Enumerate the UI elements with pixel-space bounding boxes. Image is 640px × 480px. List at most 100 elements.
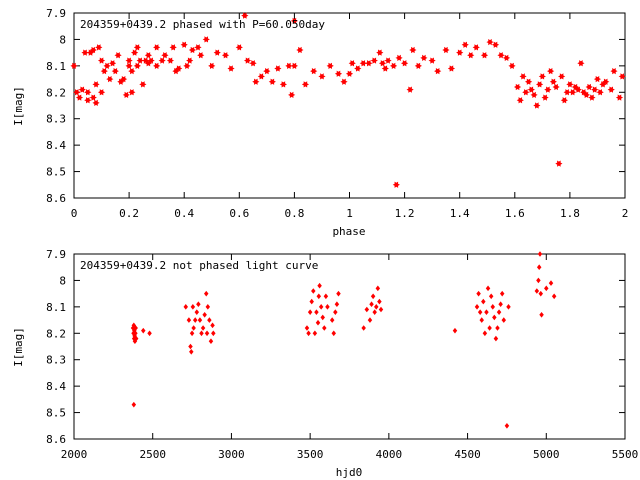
data-point	[132, 327, 137, 334]
data-point	[241, 12, 249, 19]
data-point	[133, 44, 141, 51]
data-point	[340, 78, 348, 85]
plot-frame-lightcurve	[73, 253, 626, 440]
data-point	[555, 160, 563, 167]
data-point	[172, 68, 180, 75]
data-point	[296, 46, 304, 54]
data-point	[142, 57, 150, 64]
data-point	[392, 181, 400, 188]
data-point	[190, 304, 196, 310]
plot-frame-phased	[73, 12, 626, 199]
data-point	[125, 62, 133, 69]
data-point	[114, 52, 122, 59]
y-tick-label: 7.9	[46, 248, 66, 261]
data-point	[89, 46, 97, 54]
data-point	[331, 330, 336, 337]
data-point	[131, 49, 139, 56]
data-point	[78, 86, 86, 93]
data-point	[117, 78, 125, 85]
x-tick-label: 0	[71, 207, 78, 220]
data-point	[428, 57, 436, 64]
data-point	[133, 62, 141, 69]
y-ticks-phased: 7.9 8 8.1 8.2 8.3 8.4 8.5 8.6	[46, 7, 625, 205]
data-point	[485, 285, 491, 292]
y-tick-label: 8	[59, 274, 66, 287]
data-point	[593, 75, 602, 83]
data-point	[560, 97, 568, 104]
data-point	[144, 52, 152, 59]
data-point	[301, 81, 310, 88]
data-point	[492, 314, 497, 321]
data-point	[490, 304, 495, 310]
data-point	[479, 317, 484, 323]
data-point	[580, 89, 588, 96]
data-point	[566, 81, 574, 88]
x-tick-label: 0.2	[119, 207, 139, 220]
data-point	[348, 60, 356, 67]
data-point	[452, 327, 458, 334]
y-tick-label: 8.6	[46, 192, 66, 205]
data-point	[81, 49, 89, 56]
data-point	[547, 68, 555, 75]
y-tick-label: 8.6	[46, 433, 66, 446]
data-point	[369, 301, 374, 308]
data-point	[499, 290, 505, 297]
x-tick-label: 4500	[454, 448, 481, 461]
data-point	[334, 301, 340, 308]
data-point	[274, 65, 282, 72]
data-point	[175, 65, 183, 72]
data-point	[602, 78, 610, 85]
data-point	[325, 304, 330, 310]
data-point	[84, 97, 92, 104]
data-point	[213, 49, 221, 56]
data-point	[227, 65, 235, 72]
data-point	[420, 54, 428, 62]
data-point	[210, 322, 215, 329]
data-point	[263, 68, 271, 75]
data-point	[389, 62, 398, 69]
x-tick-label: 0.6	[229, 207, 249, 220]
plot-title-lightcurve: 204359+0439.2 not phased light curve	[80, 259, 318, 272]
data-point	[333, 309, 338, 315]
data-point	[370, 293, 376, 300]
x-axis-label-lightcurve: hjd0	[336, 466, 363, 479]
data-point	[197, 317, 203, 323]
data-point	[434, 68, 442, 75]
data-point	[536, 277, 541, 284]
data-point	[569, 89, 577, 96]
data-point	[365, 60, 373, 67]
data-point	[381, 65, 389, 72]
data-point	[243, 57, 252, 64]
data-point	[312, 330, 318, 337]
data-point	[192, 317, 198, 323]
plot-lightcurve: 2000 2500 3000 3500 4000 4500 5000 5500 7.9 8 8.1…	[12, 248, 638, 479]
data-point	[161, 52, 169, 59]
data-point	[539, 311, 544, 318]
data-point	[487, 325, 492, 331]
data-point	[183, 62, 191, 69]
data-point	[199, 330, 204, 337]
data-point	[311, 288, 316, 294]
data-point	[318, 304, 324, 310]
data-point	[133, 335, 139, 342]
data-point	[442, 46, 450, 54]
x-tick-label: 4000	[376, 448, 403, 461]
data-point	[200, 325, 206, 331]
data-point	[133, 330, 138, 337]
data-point	[306, 330, 311, 337]
data-point	[480, 52, 489, 59]
data-point	[481, 298, 486, 305]
data-point	[320, 314, 325, 321]
data-point	[169, 44, 177, 51]
y-tick-label: 7.9	[46, 7, 66, 20]
data-point	[506, 304, 511, 310]
data-point	[189, 348, 194, 355]
y-tick-label: 8.1	[46, 301, 66, 314]
data-point	[329, 317, 335, 323]
data-point	[536, 81, 544, 88]
data-point	[147, 57, 155, 64]
data-point	[257, 73, 265, 80]
data-point	[461, 41, 469, 48]
data-point	[310, 68, 318, 75]
data-point	[377, 298, 382, 305]
